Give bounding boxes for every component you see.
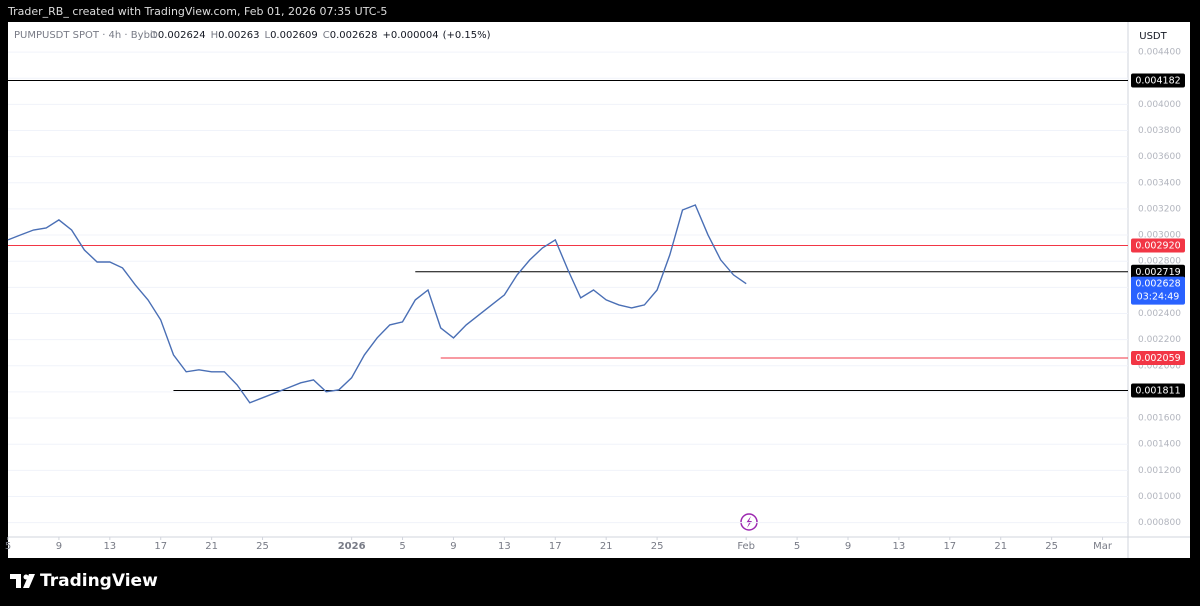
footer-brand: TradingView — [40, 571, 158, 591]
level-tag — [1131, 73, 1185, 88]
ohlc-key: L — [264, 30, 270, 41]
x-tick-label: 5 — [5, 541, 11, 552]
level-label: 0.004182 — [1135, 76, 1180, 87]
level-tag — [1131, 238, 1185, 253]
x-tick-label: 9 — [450, 541, 456, 552]
level-label: 0.002920 — [1135, 241, 1180, 252]
x-tick-label: 13 — [893, 541, 906, 552]
ohlc-value: 0.00263 — [218, 30, 259, 41]
countdown: 03:24:49 — [1137, 292, 1180, 303]
ohlc-value: 0.002609 — [270, 30, 318, 41]
y-tick-label: 0.004000 — [1138, 100, 1181, 110]
x-tick-label: 17 — [549, 541, 562, 552]
last-price-label: 0.002628 — [1135, 279, 1180, 290]
y-tick-label: 0.002000 — [1138, 361, 1181, 371]
level-tag — [1131, 351, 1185, 366]
watermark: Trader_RB_ created with TradingView.com,… — [7, 5, 387, 18]
x-tick-label: 17 — [943, 541, 956, 552]
x-tick-label: 17 — [154, 541, 167, 552]
y-tick-label: 0.004400 — [1138, 48, 1181, 58]
x-tick-label: 13 — [498, 541, 511, 552]
ohlc-key: C — [323, 30, 330, 41]
x-tick-label: Feb — [737, 541, 755, 552]
logo — [10, 574, 35, 588]
x-tick-label: 25 — [1045, 541, 1058, 552]
ohlc-value: 0.002628 — [330, 30, 378, 41]
y-tick-label: 0.002800 — [1138, 257, 1181, 267]
y-tick-label: 0.003400 — [1138, 178, 1181, 188]
y-tick-label: 0.003000 — [1138, 231, 1181, 241]
y-tick-label: 0.002400 — [1138, 309, 1181, 319]
x-tick-label: 5 — [399, 541, 405, 552]
y-tick-label: 0.003600 — [1138, 152, 1181, 162]
y-tick-label: 0.001400 — [1138, 440, 1181, 450]
last-price-tag — [1131, 276, 1185, 305]
x-tick-label: 2026 — [338, 541, 366, 552]
change-pct: (+0.15%) — [443, 30, 491, 41]
level-tag — [1131, 383, 1185, 398]
x-tick-label: 9 — [845, 541, 851, 552]
y-tick-label: 0.000800 — [1138, 518, 1181, 528]
currency: USDT — [1139, 31, 1167, 42]
price-line — [7, 204, 747, 404]
symbol: PUMPUSDT SPOT · 4h · Bybit — [14, 30, 157, 41]
level-label: 0.002719 — [1135, 267, 1180, 278]
level-tag — [1131, 264, 1185, 279]
y-tick-label: 0.002200 — [1138, 335, 1181, 345]
change: +0.000004 — [382, 30, 438, 41]
y-tick-label: 0.003800 — [1138, 126, 1181, 136]
x-tick-label: 21 — [994, 541, 1007, 552]
y-tick-label: 0.003200 — [1138, 204, 1181, 214]
x-tick-label: 9 — [56, 541, 62, 552]
ohlc-key: H — [211, 30, 219, 41]
level-label: 0.001811 — [1135, 385, 1180, 396]
x-tick-label: 13 — [103, 541, 116, 552]
chart-area — [8, 22, 1190, 558]
y-tick-label: 0.001000 — [1138, 492, 1181, 502]
x-tick-label: 25 — [256, 541, 269, 552]
x-tick-label: 21 — [600, 541, 613, 552]
y-tick-label: 0.001200 — [1138, 466, 1181, 476]
x-tick-label: 25 — [651, 541, 664, 552]
bolt-icon — [740, 513, 758, 531]
ohlc-value: 0.002624 — [158, 30, 206, 41]
y-tick-label: 0.001600 — [1138, 414, 1181, 424]
level-label: 0.002059 — [1135, 353, 1180, 364]
ohlc: O0.002624 H0.00263 L0.002609 C0.002628 +0.00… — [150, 30, 491, 41]
x-tick-label: 21 — [205, 541, 218, 552]
x-tick-label: 5 — [794, 541, 800, 552]
ohlc-key: O — [150, 30, 158, 41]
x-tick-label: Mar — [1093, 541, 1113, 552]
